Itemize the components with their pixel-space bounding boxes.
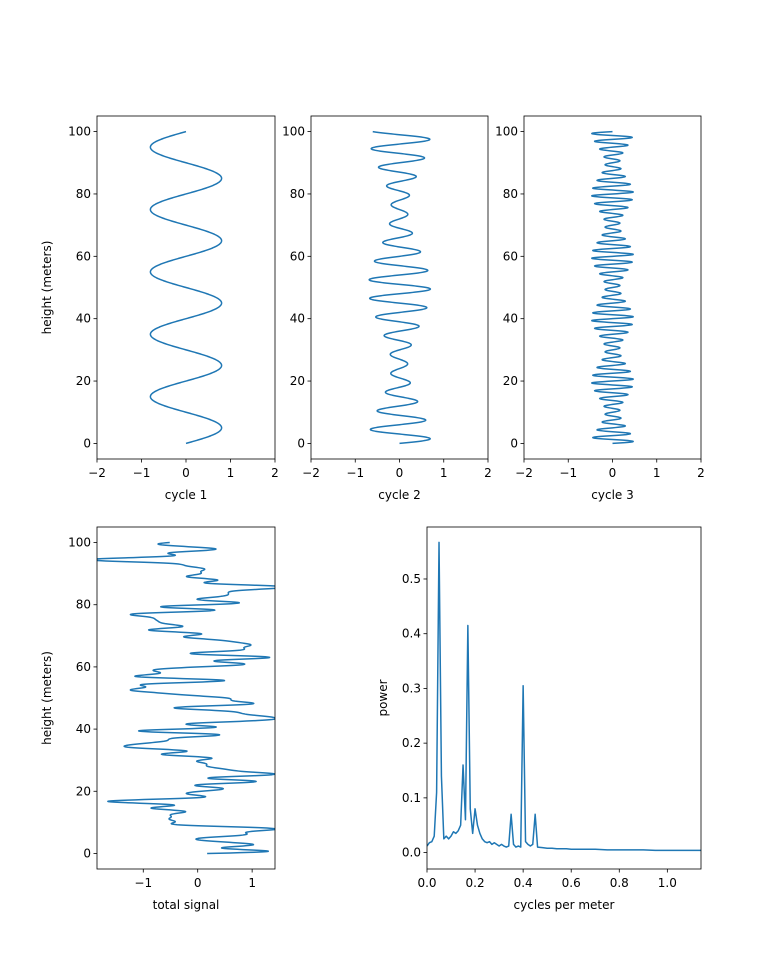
axes-frame-cycle2: [310, 115, 489, 460]
y-tick-label-cycle3: 0: [510, 436, 518, 450]
axes-frame-power: [426, 526, 702, 870]
y-tick-label-cycle2: 100: [282, 125, 305, 139]
y-tick-label-power: 0.2: [402, 736, 421, 750]
y-tick-label-cycle1: 100: [68, 125, 91, 139]
y-tick-label-cycle1: 20: [76, 374, 91, 388]
y-tick-label-cycle3: 20: [503, 374, 518, 388]
x-tick-label-power: 0.8: [610, 876, 629, 890]
x-axis-label-cycle2: cycle 2: [378, 488, 420, 502]
y-tick-label-total: 40: [76, 722, 91, 736]
x-tick-label-cycle3: −2: [515, 466, 533, 480]
y-axis-label-total: height (meters): [40, 651, 54, 745]
x-tick-label-total: −1: [134, 876, 152, 890]
y-tick-label-total: 60: [76, 660, 91, 674]
x-tick-label-total: 1: [248, 876, 256, 890]
x-tick-label-cycle2: −1: [346, 466, 364, 480]
y-tick-label-power: 0.1: [402, 791, 421, 805]
y-tick-label-cycle3: 100: [495, 125, 518, 139]
series-line-cycle1: [149, 130, 223, 445]
x-tick-label-cycle2: 1: [440, 466, 448, 480]
x-tick-label-power: 0.6: [562, 876, 581, 890]
y-tick-label-power: 0.3: [402, 681, 421, 695]
y-axis-label-power: power: [376, 679, 390, 716]
axes-frame-total: [96, 526, 276, 870]
x-tick-label-cycle1: −2: [88, 466, 106, 480]
x-tick-label-cycle3: 0: [609, 466, 617, 480]
y-tick-label-cycle1: 60: [76, 249, 91, 263]
x-tick-label-power: 0.4: [514, 876, 533, 890]
series-line-cycle3: [591, 130, 634, 445]
x-axis-label-cycle1: cycle 1: [165, 488, 207, 502]
x-tick-label-power: 0.0: [417, 876, 436, 890]
series-line-total: [97, 541, 275, 855]
y-tick-label-power: 0.5: [402, 572, 421, 586]
y-tick-label-cycle1: 0: [83, 436, 91, 450]
x-tick-label-cycle1: 0: [182, 466, 190, 480]
x-axis-label-power: cycles per meter: [514, 898, 615, 912]
y-tick-label-cycle1: 40: [76, 312, 91, 326]
y-tick-label-cycle2: 40: [290, 312, 305, 326]
y-tick-label-cycle2: 60: [290, 249, 305, 263]
x-tick-label-cycle3: 1: [653, 466, 661, 480]
series-line-cycle2: [368, 130, 432, 445]
y-tick-label-cycle3: 80: [503, 187, 518, 201]
x-tick-label-cycle1: −1: [133, 466, 151, 480]
x-tick-label-cycle3: −1: [559, 466, 577, 480]
x-tick-label-cycle2: −2: [302, 466, 320, 480]
x-tick-label-cycle2: 2: [484, 466, 492, 480]
y-tick-label-total: 20: [76, 784, 91, 798]
x-tick-label-power: 1.0: [658, 876, 677, 890]
y-tick-label-total: 100: [68, 536, 91, 550]
y-tick-label-cycle3: 60: [503, 249, 518, 263]
x-tick-label-cycle1: 1: [227, 466, 235, 480]
y-tick-label-cycle3: 40: [503, 312, 518, 326]
series-line-power: [427, 541, 701, 852]
y-tick-label-total: 0: [83, 846, 91, 860]
y-tick-label-cycle2: 20: [290, 374, 305, 388]
y-axis-label-cycle1: height (meters): [40, 241, 54, 335]
panel-power: 0.0 0.2 0.4 0.6 0.8 1.0 0.0 0.1 0.2 0.3 0.4 0.5 cycl…: [376, 526, 702, 912]
y-tick-label-cycle2: 0: [297, 436, 305, 450]
x-tick-label-cycle2: 0: [396, 466, 404, 480]
y-tick-label-cycle1: 80: [76, 187, 91, 201]
x-tick-label-cycle3: 2: [697, 466, 705, 480]
x-axis-label-cycle3: cycle 3: [591, 488, 633, 502]
x-tick-label-cycle1: 2: [271, 466, 279, 480]
y-tick-label-cycle2: 80: [290, 187, 305, 201]
y-tick-label-power: 0.0: [402, 846, 421, 860]
y-tick-label-power: 0.4: [402, 627, 421, 641]
x-axis-label-total: total signal: [153, 898, 220, 912]
x-tick-label-power: 0.2: [466, 876, 485, 890]
y-tick-label-total: 80: [76, 598, 91, 612]
x-tick-label-total: 0: [194, 876, 202, 890]
